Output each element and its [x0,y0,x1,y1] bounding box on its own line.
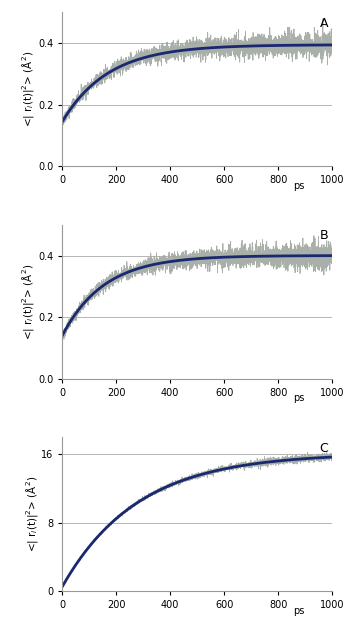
Y-axis label: <| r$_i$(t)|$^2$> (Å$^2$): <| r$_i$(t)|$^2$> (Å$^2$) [20,264,36,340]
Text: ps: ps [293,181,304,191]
Y-axis label: <| r$_i$(t)|$^2$> (Å$^2$): <| r$_i$(t)|$^2$> (Å$^2$) [24,476,39,552]
Text: ps: ps [293,605,304,616]
Text: C: C [319,442,328,455]
Text: A: A [320,17,328,30]
Text: ps: ps [293,393,304,403]
Text: B: B [319,230,328,243]
Y-axis label: <| r$_i$(t)|$^2$> (Å$^2$): <| r$_i$(t)|$^2$> (Å$^2$) [20,51,36,128]
